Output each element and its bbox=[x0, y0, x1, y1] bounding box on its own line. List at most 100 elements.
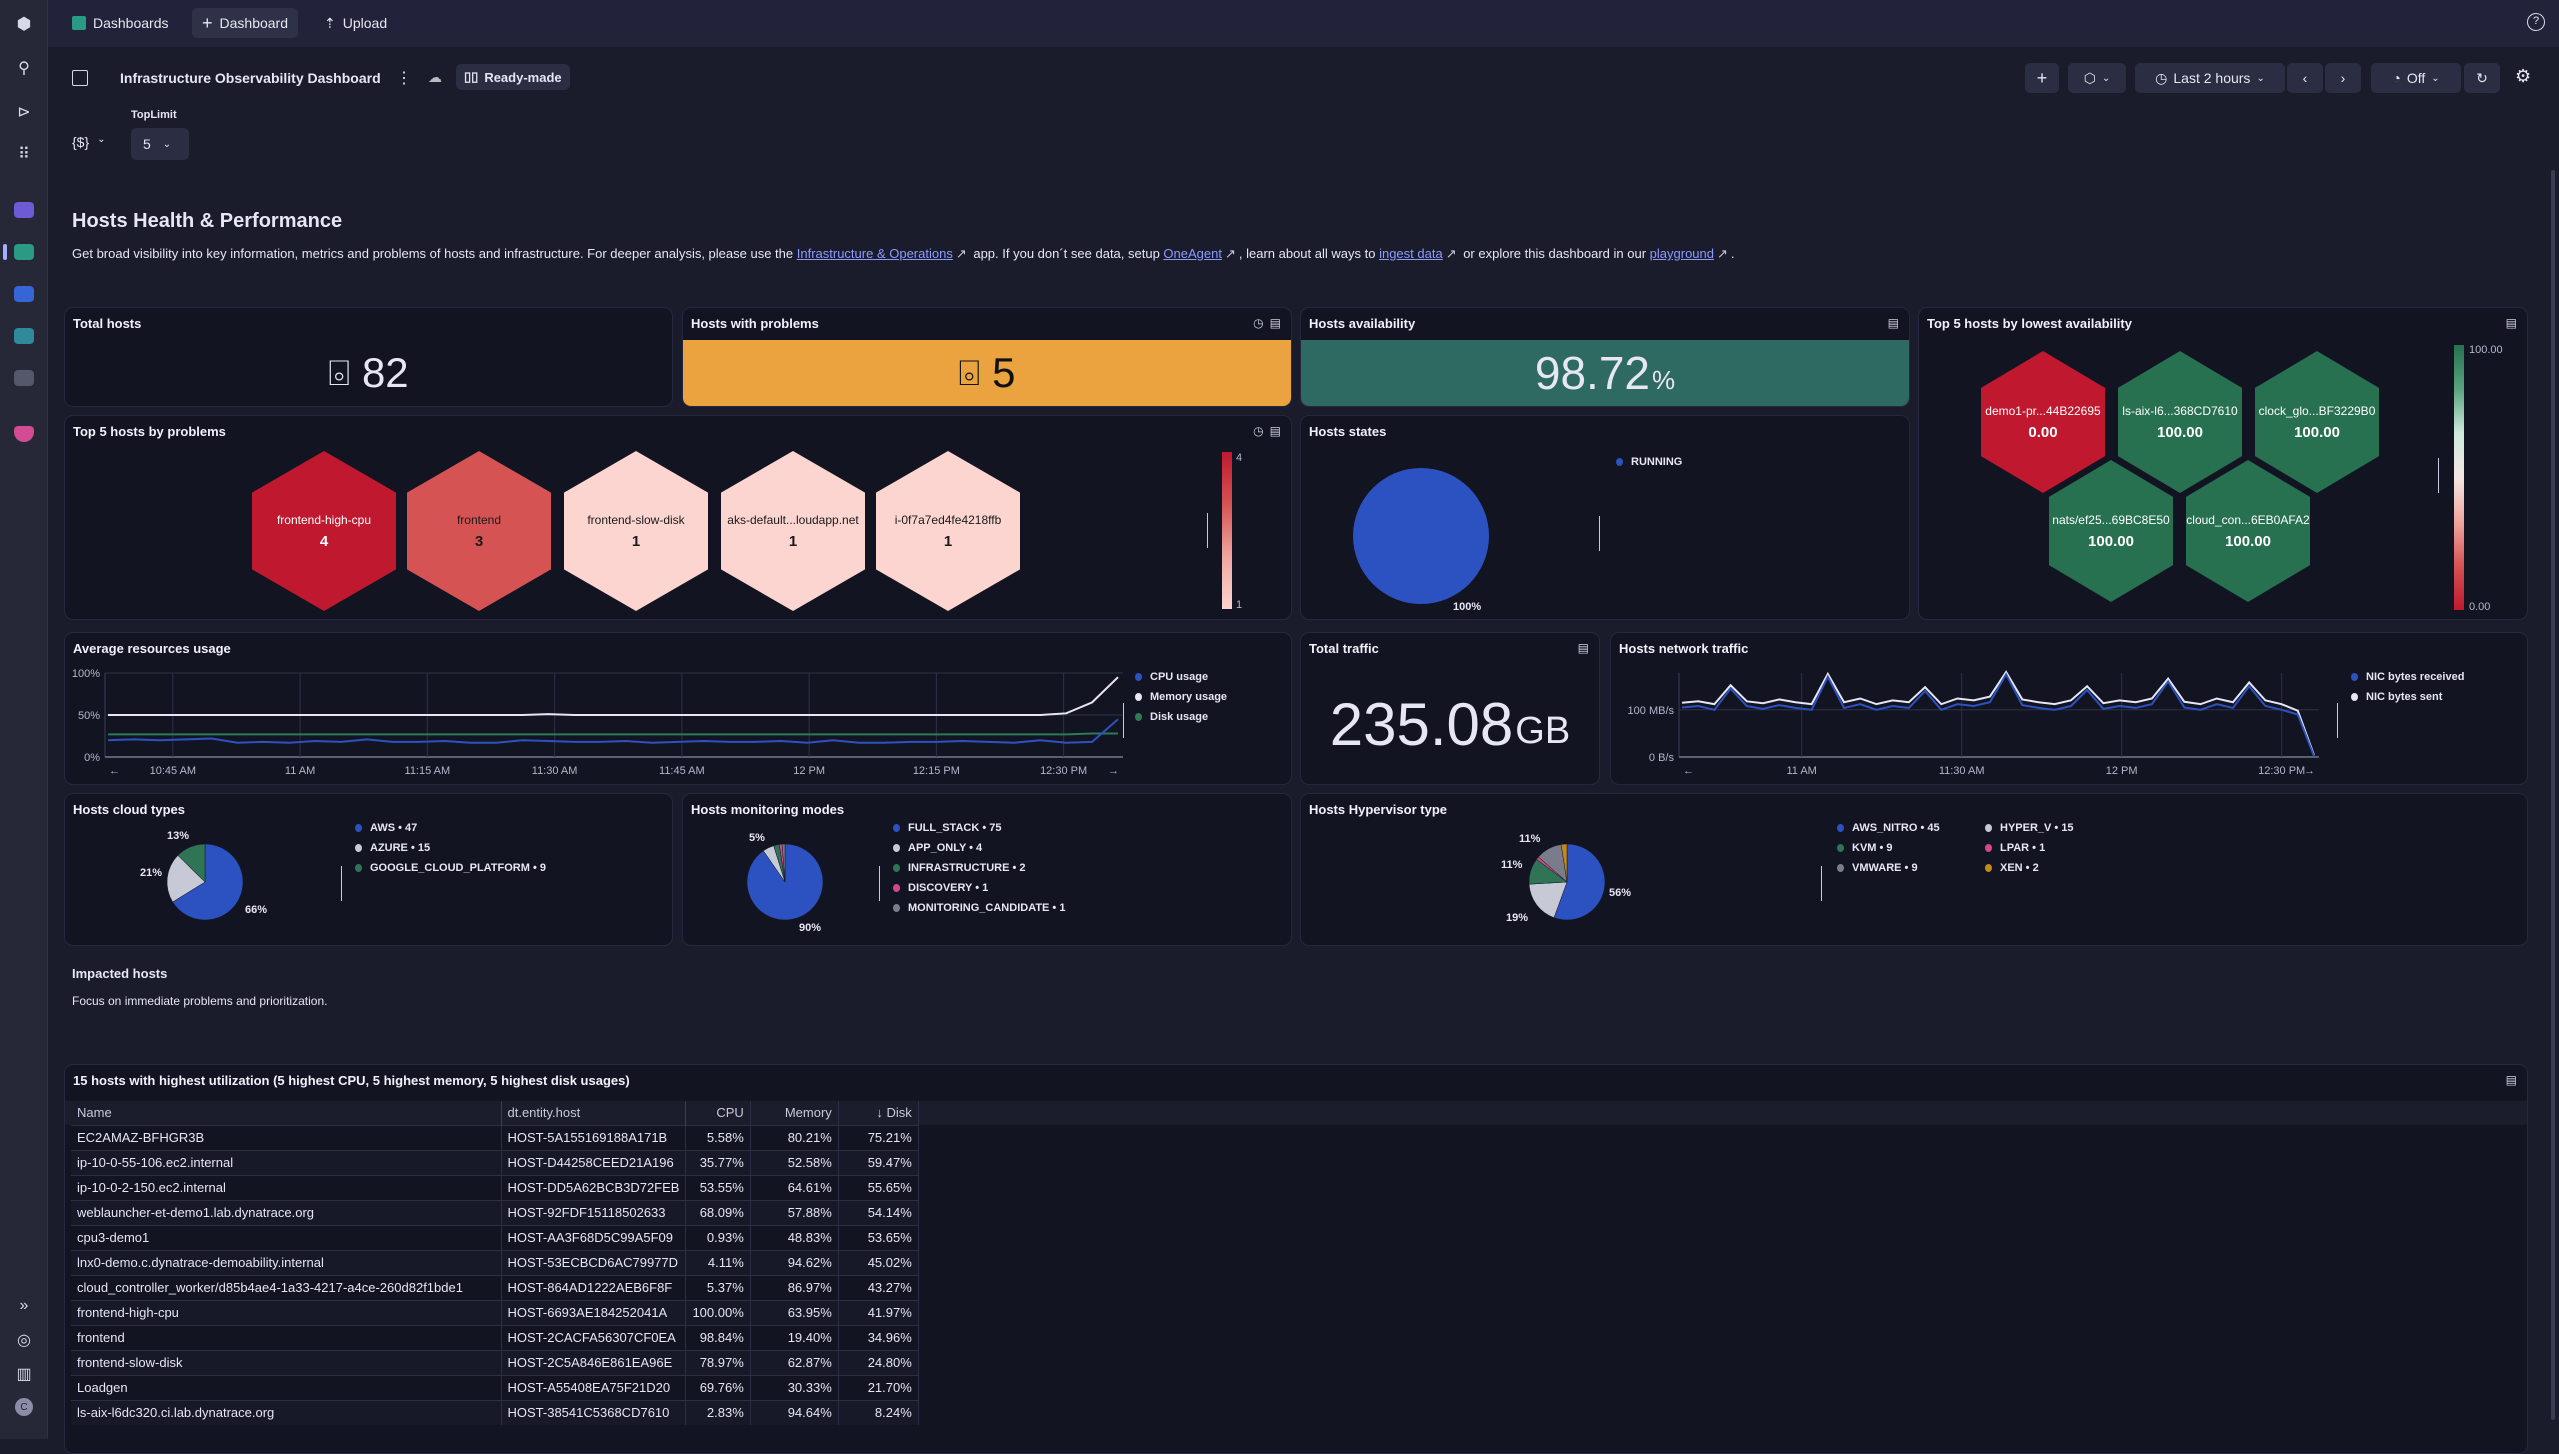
honeycomb-cell[interactable]: nats/ef25...69BC8E50 100.00 bbox=[2049, 460, 2173, 602]
security-app-icon[interactable] bbox=[14, 426, 34, 442]
monitor-app-icon[interactable] bbox=[14, 370, 34, 386]
honeycomb-cell[interactable]: frontend 3 bbox=[407, 451, 551, 611]
code-variable-button[interactable]: {$} ⌄ bbox=[72, 134, 106, 150]
table-row[interactable]: frontend-high-cpu HOST-6693AE184252041A 10… bbox=[71, 1299, 919, 1325]
table-row[interactable]: ip-10-0-55-106.ec2.internal HOST-D44258CE… bbox=[71, 1149, 919, 1175]
add-tile-button[interactable]: + bbox=[2025, 63, 2059, 93]
expand-icon[interactable]: » bbox=[19, 1297, 29, 1314]
legend-resize-handle[interactable] bbox=[1599, 516, 1600, 551]
pan-left-icon[interactable]: ← bbox=[1683, 765, 1694, 777]
timeframe-forward-button[interactable]: › bbox=[2325, 63, 2361, 93]
honeycomb-cell[interactable]: frontend-slow-disk 1 bbox=[564, 451, 708, 611]
honeycomb-cell[interactable]: demo1-pr...44B22695 0.00 bbox=[1981, 351, 2105, 493]
pan-left-icon[interactable]: ← bbox=[109, 765, 120, 777]
pie-slice[interactable] bbox=[781, 843, 786, 883]
series-line-disk-usage[interactable] bbox=[108, 732, 1118, 736]
pan-right-icon[interactable]: → bbox=[2304, 765, 2315, 777]
segments-button[interactable]: ⬡ ⌄ bbox=[2068, 63, 2126, 93]
help-icon[interactable]: ? bbox=[2527, 13, 2545, 31]
dashboard-title[interactable]: Infrastructure Observability Dashboard bbox=[120, 70, 381, 86]
legend-item[interactable]: AWS_NITRO • 45 bbox=[1837, 818, 1985, 838]
document-icon[interactable]: ▤ bbox=[1577, 641, 1589, 655]
pie-slice[interactable] bbox=[172, 843, 244, 921]
legend-item[interactable]: FULL_STACK • 75 bbox=[893, 818, 1065, 838]
legend-item[interactable]: MONITORING_CANDIDATE • 1 bbox=[893, 898, 1065, 918]
pie-slice[interactable] bbox=[1528, 881, 1568, 919]
document-icon[interactable]: ▤ bbox=[1887, 316, 1899, 330]
legend-item[interactable]: AWS • 47 bbox=[355, 818, 546, 838]
timeframe-selector[interactable]: ◷ Last 2 hours ⌄ bbox=[2135, 63, 2285, 93]
series-line-memory-usage[interactable] bbox=[108, 676, 1119, 716]
legend-item[interactable]: Memory usage bbox=[1135, 687, 1227, 707]
legend-item[interactable]: KVM • 9 bbox=[1837, 838, 1985, 858]
honeycomb-cell[interactable]: i-0f7a7ed4fe4218ffb 1 bbox=[876, 451, 1020, 611]
table-row[interactable]: frontend-slow-disk HOST-2C5A846E861EA96E 7… bbox=[71, 1349, 919, 1375]
pie-slice[interactable] bbox=[177, 843, 206, 883]
legend-item[interactable]: NIC bytes sent bbox=[2351, 687, 2464, 707]
column-header[interactable]: ↓ Disk bbox=[838, 1101, 919, 1125]
legend-resize-handle[interactable] bbox=[1821, 866, 1822, 901]
clock-icon[interactable]: ◷ bbox=[1253, 424, 1264, 438]
honeycomb-cell[interactable]: frontend-high-cpu 4 bbox=[252, 451, 396, 611]
honeycomb-cell[interactable]: aks-default...loudapp.net 1 bbox=[721, 451, 865, 611]
document-icon[interactable]: ▤ bbox=[1269, 316, 1281, 330]
legend-resize-handle[interactable] bbox=[1123, 703, 1124, 738]
table-row[interactable]: ip-10-0-2-150.ec2.internal HOST-DD5A62BCB… bbox=[71, 1174, 919, 1200]
legend-item[interactable]: CPU usage bbox=[1135, 667, 1227, 687]
link-oneagent[interactable]: OneAgent bbox=[1163, 246, 1222, 261]
chart-icon[interactable]: ▥ bbox=[16, 1366, 32, 1383]
table-row[interactable]: cloud_controller_worker/d85b4ae4-1a33-42… bbox=[71, 1274, 919, 1300]
clock-icon[interactable]: ◷ bbox=[1253, 316, 1264, 330]
legend-item[interactable]: Disk usage bbox=[1135, 707, 1227, 727]
tab-dashboard[interactable]: + Dashboard bbox=[192, 8, 299, 38]
legend-resize-handle[interactable] bbox=[1207, 513, 1208, 548]
table-row[interactable]: weblauncher-et-demo1.lab.dynatrace.org HO… bbox=[71, 1199, 919, 1225]
series-line-nic-bytes-received[interactable] bbox=[1681, 672, 2315, 757]
workflows-app-icon[interactable] bbox=[14, 328, 34, 344]
pan-right-icon[interactable]: → bbox=[1108, 765, 1119, 777]
legend-item[interactable]: DISCOVERY • 1 bbox=[893, 878, 1065, 898]
table-row[interactable]: Loadgen HOST-A55408EA75F21D20 69.76% 30.33%… bbox=[71, 1374, 919, 1400]
search-icon[interactable]: ⚲ bbox=[18, 60, 30, 77]
notebooks-app-icon[interactable] bbox=[14, 286, 34, 302]
legend-item[interactable]: LPAR • 1 bbox=[1985, 838, 2135, 858]
honeycomb-cell[interactable]: ls-aix-l6...368CD7610 100.00 bbox=[2118, 351, 2242, 493]
pie-slice[interactable] bbox=[1353, 468, 1489, 604]
honeycomb-cell[interactable]: cloud_con...6EB0AFA2 100.00 bbox=[2186, 460, 2310, 602]
series-line-cpu-usage[interactable] bbox=[107, 718, 1119, 744]
refresh-button[interactable]: ↻ bbox=[2464, 63, 2500, 93]
series-line-nic-bytes-sent[interactable] bbox=[1681, 670, 2315, 756]
document-icon[interactable]: ▤ bbox=[2505, 316, 2517, 330]
table-row[interactable]: frontend HOST-2CACFA56307CF0EA 98.84% 19.40… bbox=[71, 1324, 919, 1350]
column-header[interactable]: CPU bbox=[685, 1101, 751, 1125]
legend-item[interactable]: INFRASTRUCTURE • 2 bbox=[893, 858, 1065, 878]
table-row[interactable]: cpu3-demo1 HOST-AA3F68D5C99A5F09 0.93% 48.8… bbox=[71, 1224, 919, 1250]
column-header[interactable]: Memory bbox=[750, 1101, 839, 1125]
support-icon[interactable]: ◎ bbox=[17, 1332, 31, 1349]
infrastructure-app-icon[interactable] bbox=[14, 202, 34, 218]
legend-item[interactable]: NIC bytes received bbox=[2351, 667, 2464, 687]
upload-button[interactable]: ⇡ Upload bbox=[314, 8, 397, 38]
legend-item[interactable]: AZURE • 15 bbox=[355, 838, 546, 858]
legend-item[interactable]: APP_ONLY • 4 bbox=[893, 838, 1065, 858]
more-options-icon[interactable]: ⋮ bbox=[396, 70, 412, 87]
dashboards-app-icon[interactable] bbox=[14, 244, 34, 260]
tab-dashboards[interactable]: Dashboards bbox=[62, 8, 179, 38]
legend-item[interactable]: VMWARE • 9 bbox=[1837, 858, 1985, 878]
honeycomb-cell[interactable]: clock_glo...BF3229B0 100.00 bbox=[2255, 351, 2379, 493]
user-avatar-icon[interactable]: C bbox=[15, 1398, 33, 1416]
toplimit-select[interactable]: 5 ⌄ bbox=[131, 128, 189, 160]
legend-item[interactable]: XEN • 2 bbox=[1985, 858, 2135, 878]
legend-resize-handle[interactable] bbox=[2438, 458, 2439, 493]
timeframe-back-button[interactable]: ‹ bbox=[2287, 63, 2323, 93]
legend-item[interactable]: RUNNING bbox=[1616, 452, 1682, 472]
link-ingest-data[interactable]: ingest data bbox=[1379, 246, 1443, 261]
legend-resize-handle[interactable] bbox=[341, 866, 342, 901]
dynatrace-logo-icon[interactable]: ⬢ bbox=[17, 16, 31, 33]
pie-slice[interactable] bbox=[1560, 843, 1568, 883]
pie-slice[interactable] bbox=[166, 855, 206, 903]
settings-gear-icon[interactable]: ⚙ bbox=[2515, 66, 2532, 86]
link-infrastructure-operations[interactable]: Infrastructure & Operations bbox=[796, 246, 953, 261]
table-row[interactable]: lnx0-demo.c.dynatrace-demoability.intern… bbox=[71, 1249, 919, 1275]
legend-resize-handle[interactable] bbox=[2337, 703, 2338, 738]
